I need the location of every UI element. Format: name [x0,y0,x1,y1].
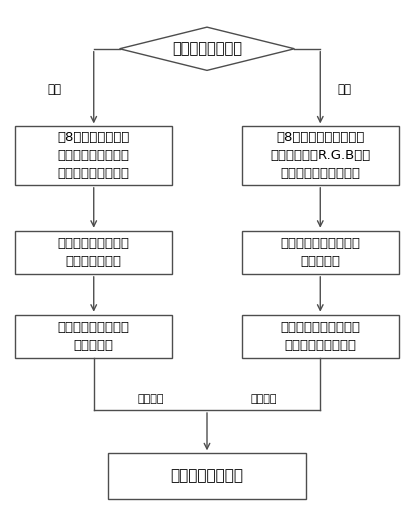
Bar [241,231,398,274]
Bar [107,453,306,499]
Polygon shape [119,27,294,70]
Bar [15,126,172,185]
Text: 图片背景类别判断: 图片背景类别判断 [171,41,242,56]
Bar [241,126,398,185]
Bar [15,231,172,274]
Text: 使用随机序列替换原
来的像素值: 使用随机序列替换原 来的像素值 [57,321,129,352]
Text: 嵌入结束: 嵌入结束 [250,394,276,404]
Text: 彩色: 彩色 [336,83,350,96]
Text: 白色: 白色 [47,83,61,96]
Text: 得到含水印的图像: 得到含水印的图像 [170,469,243,484]
Text: 以8行为一个嵌入单
位，产生对应的满足
正态分布的随机序列: 以8行为一个嵌入单 位，产生对应的满足 正态分布的随机序列 [57,131,130,180]
Bar [15,315,172,358]
Text: 将三个序列值相加并替
换对应位置的像素值: 将三个序列值相加并替 换对应位置的像素值 [280,321,359,352]
Text: 对产生的随机序列值
的大小进行限制: 对产生的随机序列值 的大小进行限制 [57,237,129,268]
Text: 嵌入结束: 嵌入结束 [137,394,163,404]
Text: 对三个随机序列值的大
小进行限制: 对三个随机序列值的大 小进行限制 [280,237,359,268]
Text: 以8行为一个嵌入单位，
产生三个对应R.G.B的满
足正态分布的随机序列: 以8行为一个嵌入单位， 产生三个对应R.G.B的满 足正态分布的随机序列 [270,131,370,180]
Bar [241,315,398,358]
